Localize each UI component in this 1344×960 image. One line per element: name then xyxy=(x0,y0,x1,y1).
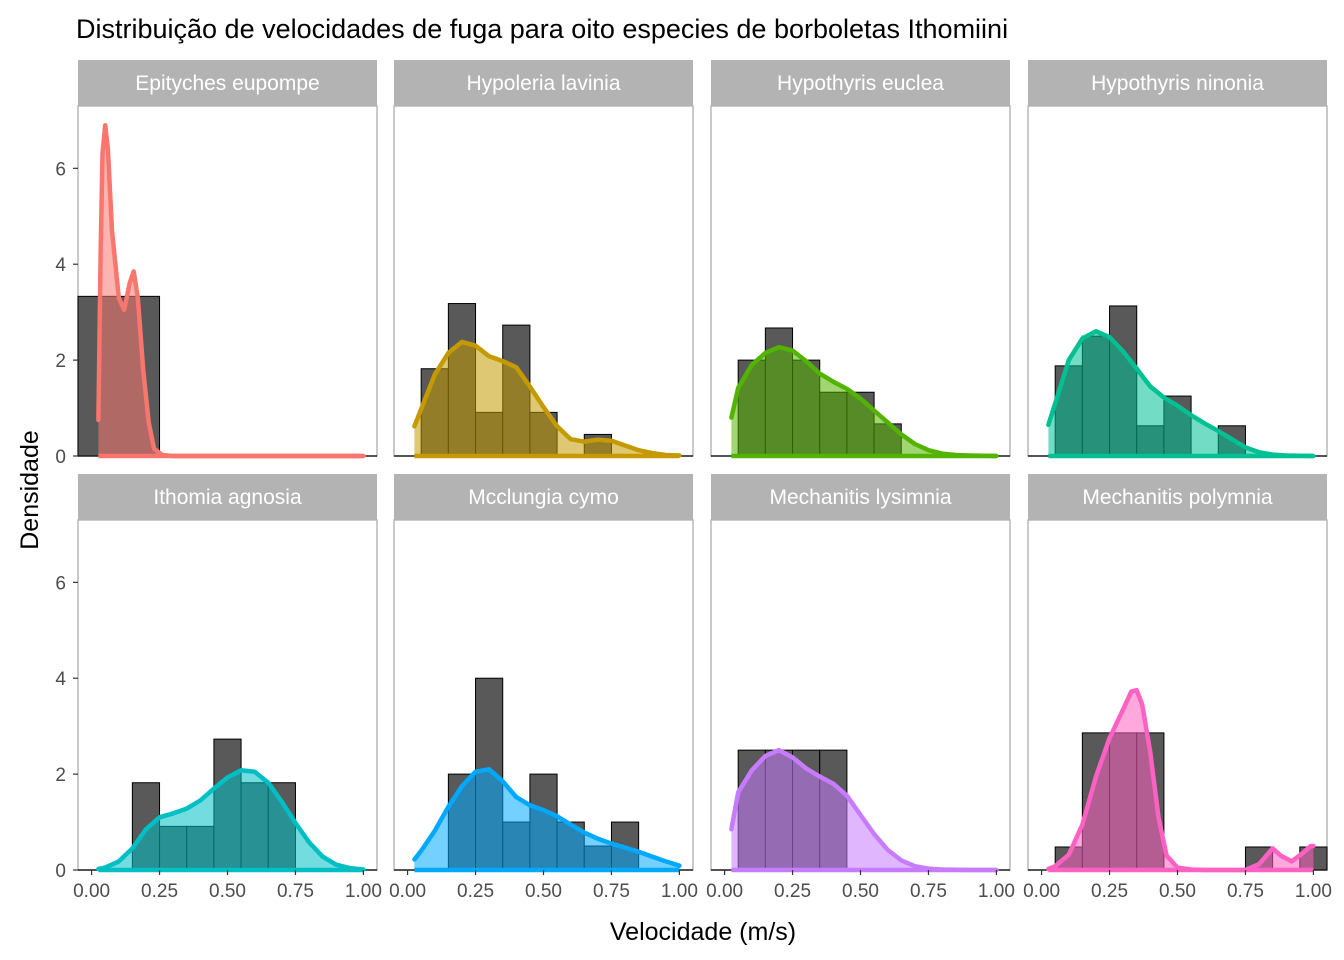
facet-strip xyxy=(78,60,377,106)
chart-title: Distribuição de velocidades de fuga para… xyxy=(76,14,1008,44)
x-tick-label: 0.75 xyxy=(277,881,314,902)
facet-label: Mcclungia cymo xyxy=(468,486,619,509)
x-tick-label: 1.00 xyxy=(978,881,1015,902)
x-tick-label: 1.00 xyxy=(345,881,382,902)
x-tick-label: 0.00 xyxy=(706,881,743,902)
x-tick-label: 0.75 xyxy=(593,881,630,902)
facet-label: Hypoleria lavinia xyxy=(466,72,620,95)
facet-panel: Mechanitis lysimnia 0.00 0.25 0.50 0.75 1.00 xyxy=(706,474,1015,902)
x-tick-label: 1.00 xyxy=(661,881,698,902)
facet-panel: Epityches eupompe 0 2 4 6 xyxy=(55,60,378,468)
x-tick-label: 0.75 xyxy=(1227,881,1264,902)
facet-panel: Hypoleria lavinia xyxy=(393,60,694,459)
facet-strip xyxy=(78,474,377,520)
facet-label: Mechanitis lysimnia xyxy=(769,486,951,509)
y-tick-label: 4 xyxy=(55,669,66,690)
panel-border xyxy=(1027,519,1328,871)
y-tick-label: 0 xyxy=(55,447,66,468)
density-area xyxy=(731,750,997,870)
x-tick-label: 0.25 xyxy=(1091,881,1128,902)
x-tick-label: 0.50 xyxy=(209,881,246,902)
x-tick-label: 0.25 xyxy=(457,881,494,902)
density-area xyxy=(98,125,364,456)
x-tick-label: 0.50 xyxy=(1159,881,1196,902)
y-tick-label: 4 xyxy=(55,255,66,276)
y-axis-title: Densidade xyxy=(16,430,44,550)
x-tick-label: 0.75 xyxy=(910,881,947,902)
x-tick-label: 0.25 xyxy=(141,881,178,902)
x-tick-label: 0.00 xyxy=(73,881,110,902)
x-tick-label: 0.50 xyxy=(525,881,562,902)
density-line xyxy=(1046,329,1316,459)
x-tick-label: 1.00 xyxy=(1295,881,1332,902)
density-area xyxy=(98,770,364,870)
density-line xyxy=(729,344,999,459)
x-tick-label: 0.50 xyxy=(842,881,879,902)
facet-label: Ithomia agnosia xyxy=(153,486,302,509)
density-area xyxy=(1048,331,1314,456)
density-area xyxy=(414,341,680,456)
facet-panels: Epityches eupompe 0 2 4 6 Hypoleria lavinia Hy… xyxy=(55,60,1332,902)
facet-label: Epityches eupompe xyxy=(135,72,319,95)
density-line xyxy=(1046,687,1316,873)
y-tick-label: 0 xyxy=(55,861,66,882)
facet-strip xyxy=(1028,60,1327,106)
y-tick-label: 2 xyxy=(55,765,66,786)
facet-label: Mechanitis polymnia xyxy=(1082,486,1273,509)
facet-strip xyxy=(394,474,693,520)
density-line xyxy=(96,768,366,872)
facet-strip xyxy=(1028,474,1327,520)
density-line xyxy=(412,767,682,868)
facet-panel: Hypothyris euclea xyxy=(710,60,1011,459)
facet-panel: Mechanitis polymnia 0.00 0.25 0.50 0.75 1.00 xyxy=(1023,474,1332,902)
facet-panel: Ithomia agnosia 0 2 4 6 0.00 0.25 0.50 0.75 1.00 xyxy=(55,474,382,902)
facet-label: Hypothyris ninonia xyxy=(1091,72,1264,95)
y-tick-label: 6 xyxy=(55,159,66,180)
facet-strip xyxy=(711,60,1010,106)
x-tick-label: 0.25 xyxy=(774,881,811,902)
facet-strip xyxy=(394,60,693,106)
y-tick-label: 6 xyxy=(55,573,66,594)
facet-strip xyxy=(711,474,1010,520)
x-tick-label: 0.00 xyxy=(389,881,426,902)
density-line xyxy=(412,339,682,458)
y-tick-label: 2 xyxy=(55,351,66,372)
facet-label: Hypothyris euclea xyxy=(777,72,944,95)
x-axis-title: Velocidade (m/s) xyxy=(610,918,796,946)
facet-panel: Mcclungia cymo 0.00 0.25 0.50 0.75 1.00 xyxy=(389,474,698,902)
x-tick-label: 0.00 xyxy=(1023,881,1060,902)
density-area xyxy=(1048,690,1314,870)
facet-panel: Hypothyris ninonia xyxy=(1027,60,1328,459)
